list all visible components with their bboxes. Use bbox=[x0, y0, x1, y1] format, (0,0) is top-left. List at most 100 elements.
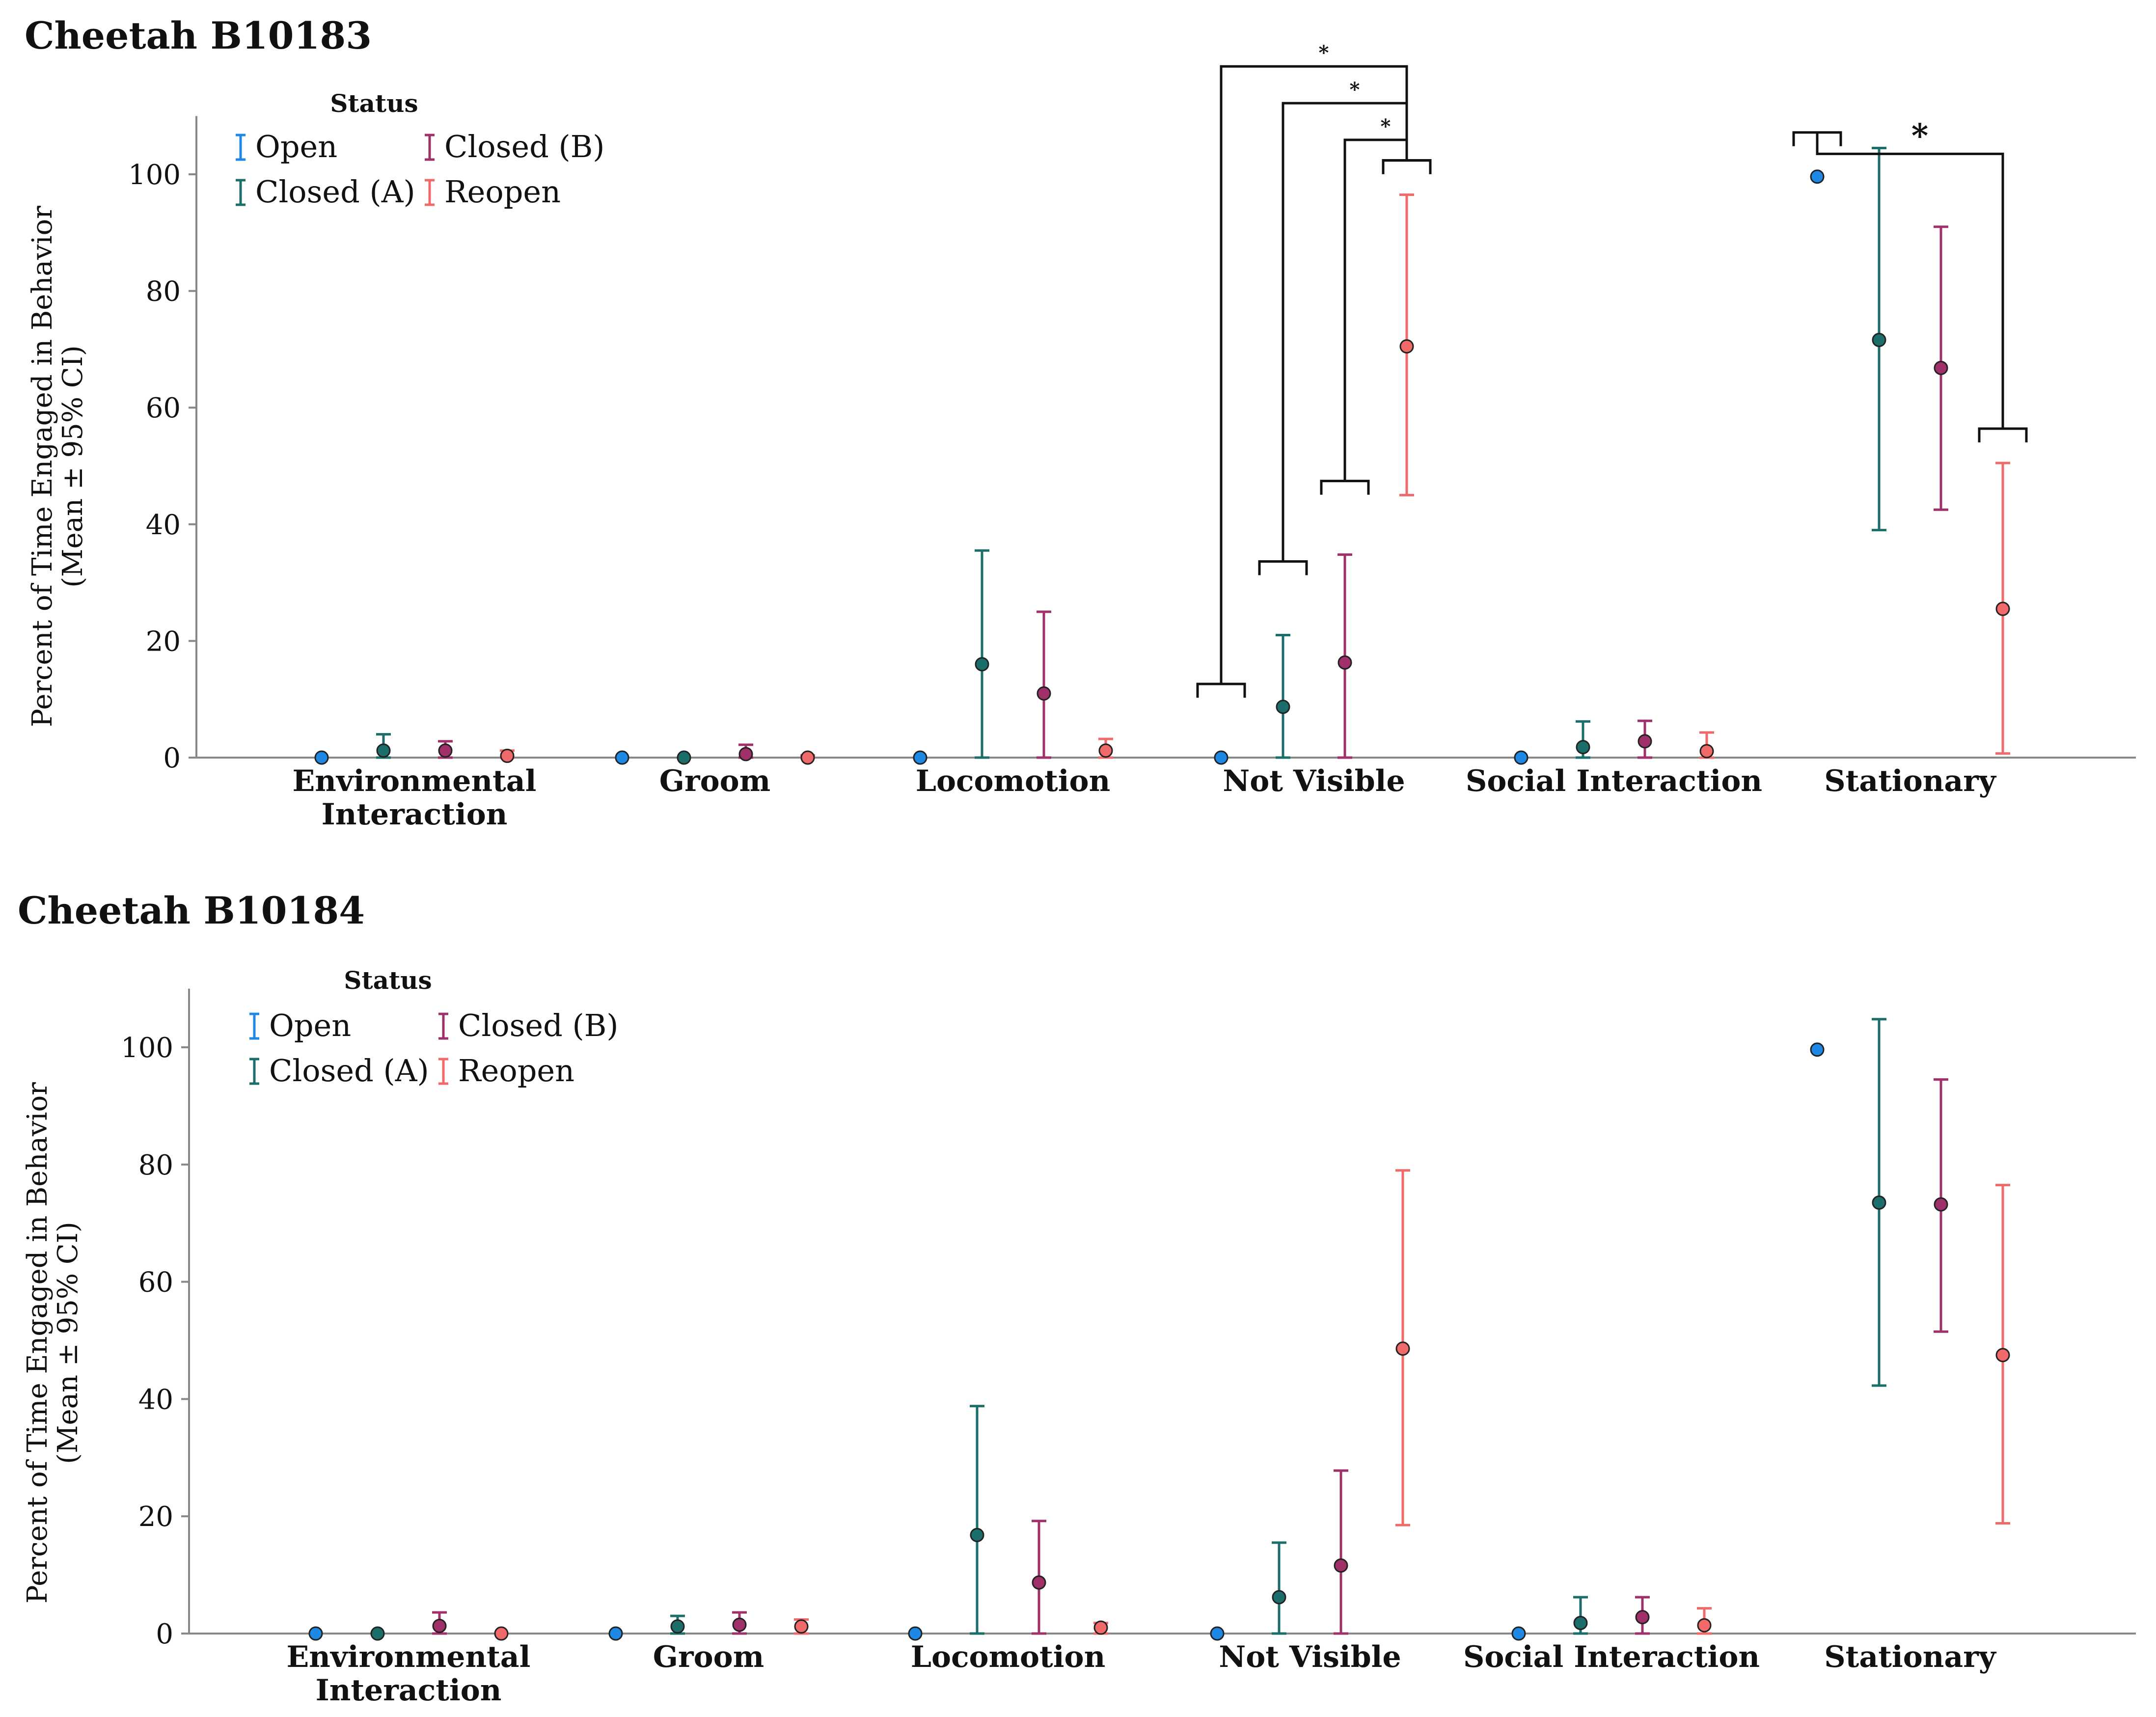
y-tick-label: 40 bbox=[138, 1384, 173, 1416]
category-label: Stationary bbox=[1824, 1640, 1997, 1674]
legend-label: Closed (A) bbox=[255, 174, 415, 210]
category-label: Interaction bbox=[322, 797, 508, 832]
legend-item: Open bbox=[249, 1008, 351, 1043]
data-point bbox=[677, 750, 691, 765]
y-axis-label: Percent of Time Engaged in Behavior(Mean… bbox=[27, 206, 89, 727]
data-point bbox=[913, 750, 928, 765]
data-point bbox=[370, 1626, 385, 1641]
data-point bbox=[494, 1626, 509, 1641]
legend-item: Closed (A) bbox=[236, 174, 415, 210]
data-point bbox=[1210, 1626, 1225, 1641]
category-label: Environmental bbox=[287, 1640, 531, 1674]
data-point bbox=[1032, 1575, 1046, 1590]
y-axis-label: Percent of Time Engaged in Behavior(Mean… bbox=[22, 1082, 84, 1604]
data-point bbox=[1511, 1626, 1526, 1641]
y-tick-label: 20 bbox=[146, 626, 181, 657]
data-point bbox=[670, 1619, 685, 1634]
data-point bbox=[908, 1626, 923, 1641]
legend-label: Closed (B) bbox=[458, 1008, 618, 1043]
data-point bbox=[1872, 332, 1886, 347]
significance-label: * bbox=[1350, 78, 1360, 101]
data-point bbox=[1399, 339, 1414, 354]
legend-title: Status bbox=[330, 89, 418, 118]
legend-label: Closed (A) bbox=[269, 1053, 429, 1089]
data-point bbox=[1037, 686, 1051, 701]
data-point bbox=[738, 747, 753, 762]
y-axis-label-line: (Mean ± 95% CI) bbox=[57, 345, 89, 587]
data-point bbox=[1576, 740, 1590, 755]
data-point bbox=[794, 1619, 809, 1634]
category-label: Locomotion bbox=[916, 764, 1110, 798]
data-point bbox=[1093, 1620, 1108, 1635]
bracket-cap bbox=[1320, 480, 1370, 495]
data-point bbox=[308, 1626, 323, 1641]
legend-label: Open bbox=[255, 129, 337, 164]
data-point bbox=[432, 1618, 447, 1633]
bracket-cap bbox=[1382, 159, 1432, 174]
data-point bbox=[1872, 1195, 1886, 1210]
data-point bbox=[1934, 1197, 1948, 1212]
chart-2: 0 20 40 60 80 100 Percent of Time Engaged in B… bbox=[22, 966, 2136, 1708]
data-point bbox=[1934, 360, 1948, 375]
data-point bbox=[1334, 1558, 1348, 1573]
y-tick-label: 80 bbox=[138, 1149, 173, 1181]
data-point bbox=[1810, 169, 1825, 184]
data-point bbox=[1395, 1341, 1410, 1356]
y-tick-label: 100 bbox=[128, 159, 181, 191]
data-point bbox=[438, 743, 453, 758]
y-tick-label: 80 bbox=[146, 276, 181, 308]
bracket-cap bbox=[1382, 159, 1432, 174]
data-point bbox=[1098, 743, 1113, 758]
bracket-cap bbox=[1258, 560, 1308, 575]
category-label: Stationary bbox=[1824, 764, 1997, 798]
data-point bbox=[314, 750, 329, 765]
significance-label: * bbox=[1319, 41, 1329, 64]
bracket-line bbox=[1282, 102, 1408, 562]
data-point bbox=[1635, 1610, 1650, 1625]
data-point bbox=[1995, 1348, 2010, 1363]
significance-label: * bbox=[1911, 116, 1929, 155]
y-tick-label: 100 bbox=[121, 1032, 173, 1064]
y-axis-label-line: Percent of Time Engaged in Behavior bbox=[22, 1082, 54, 1604]
legend-item: Reopen bbox=[425, 174, 561, 210]
category-label: Groom bbox=[653, 1640, 764, 1674]
bracket-line bbox=[1816, 132, 2004, 429]
data-point bbox=[1697, 1618, 1712, 1633]
y-axis-label-line: (Mean ± 95% CI) bbox=[52, 1222, 84, 1464]
y-axis-label-line: Percent of Time Engaged in Behavior bbox=[27, 206, 58, 727]
category-label: Not Visible bbox=[1223, 764, 1405, 798]
chart-title-bottom: Cheetah B10184 bbox=[18, 889, 365, 932]
bracket-cap bbox=[1196, 682, 1246, 698]
bracket-line bbox=[1220, 65, 1408, 684]
legend-label: Closed (B) bbox=[444, 129, 604, 164]
data-point bbox=[615, 750, 629, 765]
y-tick-label: 20 bbox=[138, 1501, 173, 1533]
data-point bbox=[376, 743, 391, 758]
y-tick-label: 0 bbox=[163, 742, 181, 774]
legend-label: Reopen bbox=[458, 1053, 574, 1089]
data-point bbox=[732, 1617, 747, 1632]
data-point bbox=[1276, 700, 1290, 714]
bracket-cap bbox=[1978, 427, 2028, 443]
data-point bbox=[1699, 744, 1714, 759]
y-tick-label: 40 bbox=[146, 509, 181, 541]
legend-label: Reopen bbox=[444, 174, 561, 210]
y-tick-label: 0 bbox=[156, 1618, 173, 1650]
category-label: Environmental bbox=[293, 764, 537, 798]
legend-item: Reopen bbox=[438, 1053, 574, 1089]
legend-item: Closed (B) bbox=[425, 129, 604, 164]
chart-1: 0 20 40 60 80 100 Percent of Time Engaged in B… bbox=[27, 41, 2136, 832]
data-point bbox=[1514, 750, 1528, 765]
data-point bbox=[1337, 655, 1352, 670]
significance-bracket: * bbox=[1792, 116, 2028, 443]
chart-title-top: Cheetah B10183 bbox=[25, 14, 372, 57]
category-label: Interaction bbox=[316, 1673, 502, 1708]
bracket-cap bbox=[1382, 159, 1432, 174]
significance-bracket: * bbox=[1320, 115, 1432, 495]
data-point bbox=[1214, 750, 1228, 765]
bracket-line bbox=[1343, 138, 1408, 481]
data-point bbox=[1995, 601, 2010, 616]
data-point bbox=[800, 750, 815, 765]
data-point bbox=[1573, 1616, 1588, 1631]
